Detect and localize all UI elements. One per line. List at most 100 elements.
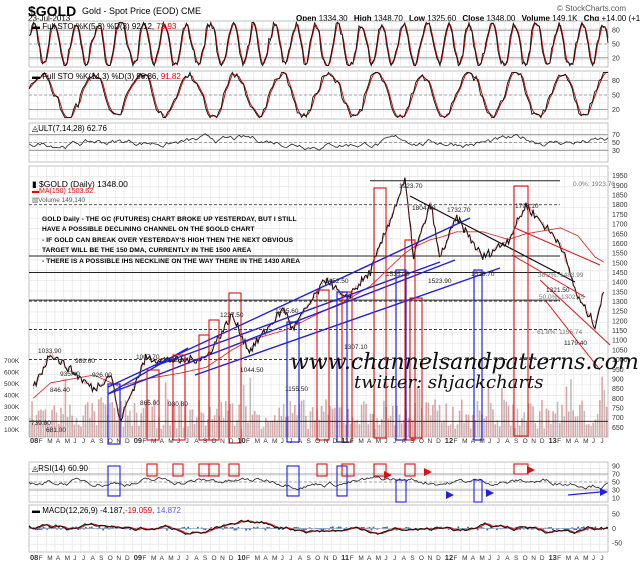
volume-legend: ▥Volume 149,140: [32, 197, 86, 204]
svg-text:S: S: [99, 438, 104, 445]
svg-text:M: M: [376, 438, 381, 445]
svg-text:D: D: [125, 555, 130, 562]
svg-text:J: J: [592, 438, 595, 445]
svg-text:M: M: [358, 555, 363, 562]
svg-text:A: A: [367, 555, 372, 562]
svg-text:1535.00: 1535.00: [386, 271, 410, 278]
svg-text:J: J: [73, 438, 76, 445]
svg-text:1250: 1250: [612, 309, 628, 316]
svg-text:A: A: [402, 438, 407, 445]
watermark-twitter: twitter: shjackcharts: [354, 372, 544, 393]
svg-text:O: O: [419, 438, 424, 445]
ma-legend: ▬MA(150) 1503.62: [32, 188, 94, 195]
svg-text:O: O: [211, 555, 216, 562]
stat-low-value: 1325.60: [427, 14, 457, 23]
svg-text:M: M: [376, 555, 381, 562]
ult-legend: ◬ULT(7,14,28) 62.76: [32, 124, 107, 133]
svg-text:F: F: [246, 438, 250, 445]
svg-text:930.80: 930.80: [168, 401, 188, 408]
stat-close-value: 1348.00: [486, 14, 516, 23]
svg-text:50: 50: [612, 140, 620, 147]
svg-text:1732.70: 1732.70: [447, 207, 471, 214]
svg-text:A: A: [56, 555, 61, 562]
svg-text:650: 650: [612, 425, 624, 432]
svg-text:A: A: [298, 555, 303, 562]
svg-text:M: M: [358, 438, 363, 445]
svg-text:80: 80: [612, 28, 620, 35]
svg-text:50: 50: [612, 480, 620, 487]
instrument-name: Gold - Spot Price (EOD) CME: [82, 6, 202, 16]
svg-text:800: 800: [612, 396, 624, 403]
svg-text:M: M: [65, 438, 70, 445]
svg-text:N: N: [220, 555, 225, 562]
svg-text:S: S: [514, 555, 519, 562]
svg-text:S: S: [203, 438, 208, 445]
note-line: GOLD Daily - THE GC (FUTURES) CHART BROK…: [42, 216, 297, 223]
svg-text:0: 0: [612, 526, 616, 533]
svg-text:D: D: [332, 555, 337, 562]
svg-text:10: 10: [612, 496, 620, 503]
svg-text:A: A: [56, 438, 61, 445]
svg-text:08: 08: [30, 436, 38, 445]
svg-text:M: M: [462, 438, 467, 445]
svg-text:N: N: [428, 555, 433, 562]
svg-text:846.40: 846.40: [50, 387, 70, 394]
svg-text:N: N: [116, 438, 121, 445]
svg-text:926.00: 926.00: [92, 372, 112, 379]
svg-text:J: J: [289, 555, 292, 562]
svg-text:O: O: [108, 438, 113, 445]
stat-low-label: Low: [409, 14, 426, 23]
svg-text:O: O: [315, 555, 320, 562]
svg-text:M: M: [168, 555, 173, 562]
svg-text:J: J: [488, 555, 491, 562]
svg-text:O: O: [523, 555, 528, 562]
svg-text:1200: 1200: [612, 318, 628, 325]
stat-high-label: High: [353, 14, 372, 23]
svg-text:N: N: [428, 438, 433, 445]
svg-text:J: J: [186, 438, 189, 445]
svg-text:J: J: [82, 438, 85, 445]
legend-line-icon: ▬: [32, 188, 39, 195]
svg-text:850: 850: [612, 386, 624, 393]
svg-text:1350: 1350: [612, 289, 628, 296]
note-line: HAVE A POSSIBLE DECLINING CHANNEL ON THE…: [42, 226, 255, 234]
svg-text:1100: 1100: [612, 338, 627, 345]
svg-text:A: A: [574, 438, 579, 445]
svg-text:09: 09: [134, 553, 142, 562]
svg-text:M: M: [255, 438, 260, 445]
svg-text:1044.50: 1044.50: [240, 367, 264, 374]
svg-text:J: J: [393, 438, 396, 445]
svg-text:J: J: [177, 438, 180, 445]
svg-text:D: D: [540, 438, 545, 445]
svg-text:30: 30: [612, 148, 620, 155]
svg-text:1923.70: 1923.70: [399, 183, 423, 190]
svg-text:1033.90: 1033.90: [38, 348, 62, 355]
svg-text:A: A: [367, 438, 372, 445]
stat-close-label: Close: [462, 14, 485, 23]
svg-text:F: F: [453, 438, 457, 445]
svg-text:M: M: [479, 555, 484, 562]
svg-text:A: A: [263, 438, 268, 445]
svg-text:30: 30: [612, 488, 620, 495]
note-line: - IF GOLD CAN BREAK OVER YESTERDAY'S HIG…: [42, 236, 294, 244]
legend-line-icon: ▬: [32, 506, 43, 515]
svg-text:J: J: [289, 438, 292, 445]
legend-line-icon: ▬: [32, 22, 43, 31]
svg-text:D: D: [436, 438, 441, 445]
svg-text:1526.70: 1526.70: [471, 271, 495, 278]
svg-text:20: 20: [612, 107, 620, 114]
svg-text:70: 70: [612, 132, 620, 139]
symbol-title: $GOLD: [28, 3, 77, 19]
svg-text:1523.90: 1523.90: [428, 278, 452, 285]
svg-text:865.00: 865.00: [140, 400, 160, 407]
svg-text:S: S: [307, 438, 312, 445]
svg-text:1804.40: 1804.40: [412, 205, 436, 212]
svg-text:J: J: [488, 438, 491, 445]
svg-text:1500: 1500: [612, 260, 628, 267]
svg-text:950: 950: [612, 367, 624, 374]
svg-text:13: 13: [549, 436, 557, 445]
svg-text:935.40: 935.40: [60, 371, 80, 378]
svg-text:J: J: [281, 438, 284, 445]
svg-text:11: 11: [341, 553, 349, 562]
svg-text:1550: 1550: [612, 251, 628, 258]
